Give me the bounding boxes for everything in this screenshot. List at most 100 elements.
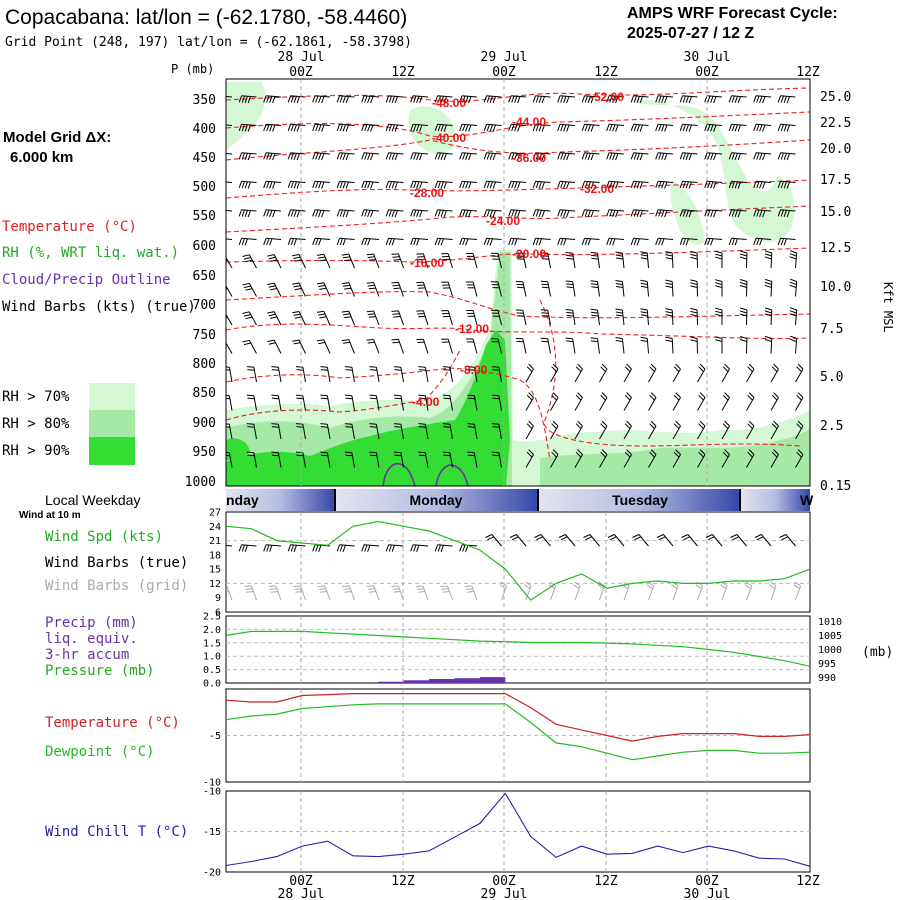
wind-barb: [648, 363, 657, 383]
top-date-30jul: 30 Jul: [684, 50, 731, 65]
rh70-swatch: [89, 383, 135, 411]
legend-liq-equiv: liq. equiv.: [45, 631, 138, 647]
wind-barb: [574, 363, 583, 383]
wind-barb: [515, 309, 527, 326]
wind-barb: [410, 209, 429, 218]
wind-barb: [226, 342, 233, 354]
h-tick-5: 5.0: [820, 370, 843, 385]
wind-barb: [316, 339, 331, 354]
wind-barb: [410, 237, 429, 246]
wind-barb: [672, 420, 681, 440]
tick-label: -15: [203, 827, 221, 838]
wind-barb: [574, 449, 583, 468]
precip-bar: [378, 681, 404, 683]
p-tick-850: 850: [193, 386, 216, 401]
wind-barb: [499, 581, 508, 601]
wind-barb: [287, 237, 306, 246]
wind-barb: [263, 152, 282, 161]
wind-barb: [630, 180, 649, 189]
wind-barb: [393, 366, 404, 383]
wind-barb: [679, 152, 698, 161]
wind-barb: [690, 250, 698, 269]
wind-barb: [485, 534, 502, 547]
wind-barb: [226, 544, 233, 547]
wind-barb: [728, 152, 747, 161]
wind-barb: [442, 423, 453, 440]
wind-barb: [557, 180, 576, 189]
wind-barb: [490, 338, 502, 354]
wind-barb: [540, 252, 551, 269]
wind-barb: [753, 209, 772, 218]
wind-barb: [623, 392, 632, 411]
legend-temperature: Temperature (°C): [2, 219, 137, 235]
wind-barb: [739, 279, 748, 297]
wind-barb: [393, 451, 404, 468]
wind-barb: [515, 281, 527, 297]
wind-barb: [655, 95, 674, 104]
wind-barb: [391, 281, 404, 297]
wind-barb: [746, 392, 755, 411]
wind-barb: [532, 237, 551, 246]
wind-barb: [416, 310, 429, 326]
wind-barb: [293, 585, 306, 601]
wind-barb: [777, 237, 796, 246]
tick-label: -5: [209, 731, 221, 742]
wind-barb: [615, 308, 625, 326]
wind-barb: [583, 534, 600, 547]
wind-barb: [599, 392, 608, 411]
tick-label: 1.5: [203, 638, 221, 649]
wind-barb: [459, 123, 478, 132]
wind-barb: [361, 152, 380, 161]
weekday-cell-wednesday: [740, 489, 810, 511]
wind-barb: [341, 339, 355, 354]
wind-barb: [746, 449, 755, 468]
wind-barb: [267, 339, 282, 354]
bottom-date-29jul: 29 Jul: [481, 887, 528, 900]
cross-section-frame: [225, 78, 811, 487]
wind-barb: [361, 237, 380, 246]
wind-barb: [246, 451, 257, 468]
wind-barb: [721, 420, 730, 440]
wind-barb: [336, 209, 355, 218]
wind-barb: [312, 95, 331, 104]
precip-ticks: 2.5 2.0 1.5 1.0 0.5 0.0: [203, 612, 221, 690]
cloud-outline: [382, 462, 469, 486]
wind-barb: [769, 581, 777, 601]
wind-barb: [393, 394, 404, 411]
wind-barb: [316, 310, 331, 326]
temp-label-neg12: -12.00: [455, 322, 489, 336]
wind-barb: [607, 534, 625, 547]
tick-label: -10: [203, 787, 221, 798]
rh80-label: RH > 80%: [2, 416, 70, 432]
wind-barb: [336, 123, 355, 132]
wind-barb: [295, 451, 306, 468]
wind-barb: [655, 209, 674, 218]
p-tick-700: 700: [193, 298, 216, 313]
wind-barb: [344, 366, 355, 383]
precip-panel-frame: [225, 615, 811, 684]
wind-barb: [361, 123, 380, 132]
wind-barb: [515, 252, 527, 269]
wind-barb: [599, 449, 608, 468]
surface-wind-barbs: [226, 534, 802, 601]
wind-barb: [263, 123, 282, 132]
temperature-panel: -5 -10: [203, 688, 811, 789]
tick-label: 2.0: [203, 625, 221, 636]
wind-barb: [336, 180, 355, 189]
tick-label: 990: [818, 673, 836, 684]
weekday-cell-sunday: [226, 489, 335, 511]
legend-rh: RH (%, WRT liq. wat.): [2, 245, 179, 261]
wind-barb: [795, 363, 804, 383]
wind-barb: [491, 423, 502, 440]
wind-barb: [795, 392, 804, 411]
wind-barb: [226, 152, 233, 155]
pressure-unit-label: (mb): [862, 645, 893, 660]
wind-barb: [415, 585, 429, 601]
wind-barb: [267, 282, 282, 297]
wind-barb: [728, 209, 747, 218]
tick-label: 1.0: [203, 652, 221, 663]
wind-barb: [525, 449, 534, 468]
wind-barb: [557, 209, 576, 218]
wind-barb: [599, 363, 608, 383]
legend-pressure: Pressure (mb): [45, 663, 155, 679]
